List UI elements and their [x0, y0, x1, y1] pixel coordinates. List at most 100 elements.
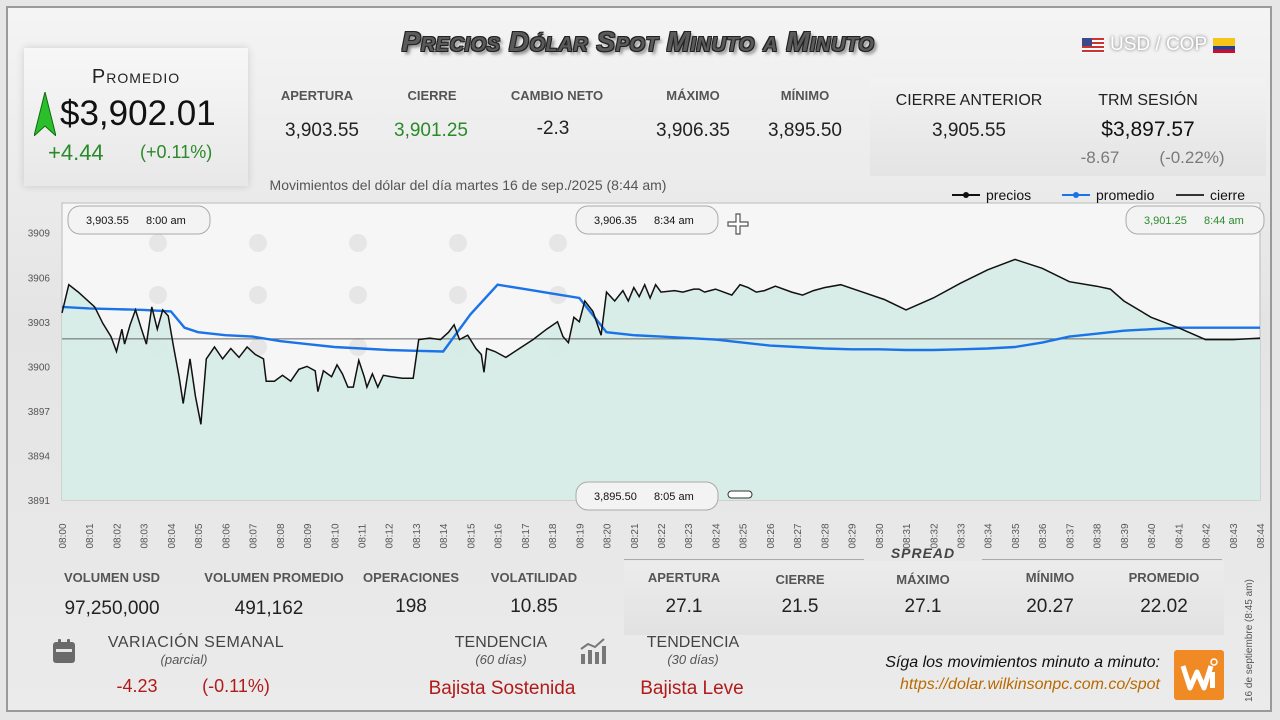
x-tick-label: 08:43: [1229, 523, 1240, 548]
x-tick-label: 08:02: [112, 523, 123, 548]
x-tick-label: 08:35: [1011, 523, 1022, 548]
variacion-label: VARIACIÓN SEMANAL: [107, 634, 285, 651]
price-chart: Movimientos del dólar del día martes 16 …: [28, 177, 1267, 549]
legend-label-cierre: cierre: [1210, 187, 1245, 203]
spread-maximo-label: MÁXIMO: [896, 572, 950, 587]
x-tick-label: 08:28: [820, 523, 831, 548]
x-tick-label: 08:33: [957, 523, 968, 548]
annotation-box: [67, 205, 211, 235]
promedio-change: +4.44: [48, 140, 104, 165]
spread-divider-right: [982, 559, 1222, 560]
y-tick-label: 3897: [28, 407, 51, 418]
spread-minimo-value: 20.27: [1026, 596, 1074, 617]
x-tick-label: 08:36: [1038, 523, 1049, 548]
promedio-line: [61, 283, 1260, 353]
precios-line: [61, 258, 1261, 425]
annotation-price: 3,901.25: [1144, 215, 1187, 227]
operaciones-value: 198: [395, 596, 427, 617]
trm-label: TRM SESIÓN: [1098, 92, 1198, 109]
calendar-icon: [53, 639, 75, 663]
x-tick-label: 08:27: [793, 523, 804, 548]
legend-label-promedio: promedio: [1096, 187, 1155, 203]
x-tick-label: 08:24: [711, 523, 722, 548]
spread-promedio-value: 22.02: [1140, 596, 1188, 617]
x-tick-label: 08:26: [766, 523, 777, 548]
x-tick-label: 08:08: [276, 523, 287, 548]
x-tick-label: 08:40: [1147, 523, 1158, 548]
y-tick-label: 3909: [28, 229, 51, 240]
y-tick-label: 3891: [28, 496, 51, 507]
x-tick-label: 08:30: [875, 523, 886, 548]
x-tick-label: 08:41: [1174, 523, 1185, 548]
stat-cambio-value: -2.3: [536, 118, 570, 139]
x-tick-label: 08:44: [1256, 523, 1267, 548]
spread-maximo-value: 27.1: [904, 596, 942, 617]
x-tick-label: 08:23: [684, 523, 695, 548]
x-tick-label: 08:17: [521, 523, 532, 548]
legend-marker-precios: [963, 192, 969, 198]
annotation-time: 8:34 am: [654, 215, 694, 227]
x-tick-label: 08:18: [548, 523, 559, 548]
trm-change-pct: (-0.22%): [1159, 148, 1225, 167]
scroll-marker: [727, 490, 753, 499]
annotation-box: [575, 205, 719, 235]
tendencia30-sub: (30 días): [667, 652, 719, 667]
promedio-value: $3,902.01: [60, 94, 216, 133]
spread-minimo-label: MÍNIMO: [1025, 570, 1075, 585]
stat-maximo-label: MÁXIMO: [666, 88, 720, 103]
wilkinson-logo[interactable]: [1174, 650, 1224, 700]
background-star: [349, 286, 367, 304]
chart-title: Movimientos del dólar del día martes 16 …: [270, 177, 667, 193]
us-flag-icon: [1082, 37, 1104, 53]
x-tick-label: 08:38: [1093, 523, 1104, 548]
x-tick-label: 08:15: [466, 523, 477, 548]
x-tick-label: 08:29: [848, 523, 859, 548]
spread-title: SPREAD: [890, 545, 956, 561]
vol-prom-value: 491,162: [234, 598, 304, 619]
stat-apertura-label: APERTURA: [280, 88, 354, 103]
promedio-label: Promedio: [91, 66, 181, 88]
vol-prom-label: VOLUMEN PROMEDIO: [204, 570, 344, 585]
x-tick-label: 08:14: [439, 523, 450, 548]
background-star: [549, 234, 567, 252]
background-star: [249, 338, 267, 356]
trm-change: -8.67: [1080, 148, 1120, 167]
spread-divider-left: [624, 559, 864, 560]
spread-cierre-value: 21.5: [781, 596, 819, 617]
spread-panel: [624, 561, 1224, 635]
operaciones-label: OPERACIONES: [362, 570, 460, 585]
tendencia60-value: Bajista Sostenida: [428, 678, 576, 699]
y-tick-label: 3900: [28, 362, 51, 373]
x-tick-label: 08:10: [330, 523, 341, 548]
background-star: [349, 338, 367, 356]
stat-apertura-value: 3,903.55: [285, 120, 359, 141]
colombia-flag-icon: [1213, 37, 1236, 53]
session-panel: CIERRE ANTERIOR 3,905.55 TRM SESIÓN $3,8…: [870, 78, 1266, 176]
variacion-sub: (parcial): [160, 652, 208, 667]
currency-pair: USD / COP: [1082, 34, 1236, 56]
dashboard-frame: Precios Dólar Spot Minuto a Minuto USD /…: [6, 6, 1272, 712]
x-tick-label: 08:01: [85, 523, 96, 548]
background-star: [449, 286, 467, 304]
background-star: [149, 234, 167, 252]
x-tick-label: 08:00: [58, 523, 69, 548]
background-star: [149, 286, 167, 304]
volatilidad-value: 10.85: [510, 596, 558, 617]
x-tick-label: 08:03: [140, 523, 151, 548]
y-tick-label: 3906: [28, 273, 51, 284]
x-tick-label: 08:22: [657, 523, 668, 548]
tendencia60-label: TENDENCIA: [454, 634, 548, 651]
promedio-change-pct: (+0.11%): [140, 142, 213, 162]
stat-minimo-label: MÍNIMO: [780, 88, 830, 103]
tendencia30-value: Bajista Leve: [640, 678, 744, 699]
spread-apertura-value: 27.1: [665, 596, 703, 617]
annotation-time: 8:05 am: [654, 491, 694, 503]
annotation-box: [1125, 205, 1265, 235]
pair-label: USD / COP: [1110, 34, 1208, 55]
footer-url[interactable]: https://dolar.wilkinsonpc.com.co/spot: [900, 676, 1160, 693]
x-tick-label: 08:25: [739, 523, 750, 548]
stat-minimo-value: 3,895.50: [768, 120, 842, 141]
x-tick-label: 08:42: [1202, 523, 1213, 548]
spread-apertura-label: APERTURA: [647, 570, 721, 585]
x-tick-label: 08:09: [303, 523, 314, 548]
